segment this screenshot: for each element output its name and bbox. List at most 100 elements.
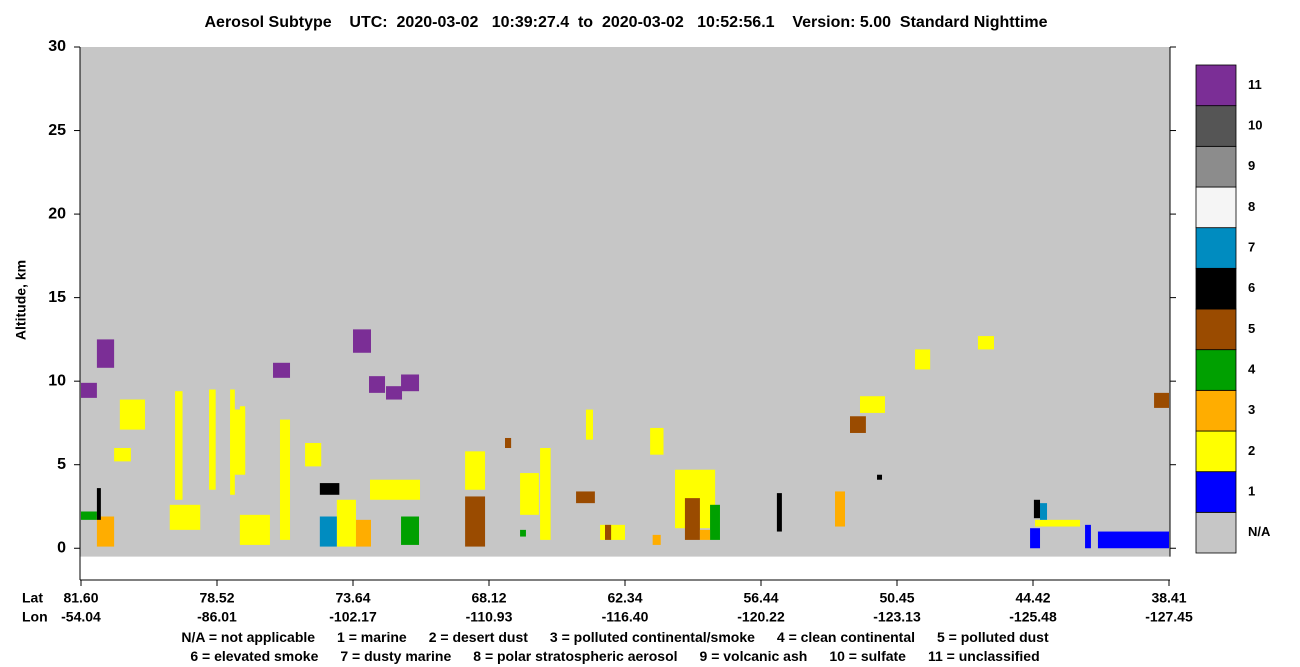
colorbar-label: N/A: [1248, 524, 1271, 539]
aerosol-region: [850, 416, 866, 433]
aerosol-region: [1030, 528, 1041, 549]
colorbar-label: 5: [1248, 321, 1255, 336]
legend-entry: 4 = clean continental: [777, 629, 915, 645]
aerosol-region: [835, 491, 846, 527]
aerosol-region: [699, 529, 711, 540]
aerosol-region: [1035, 519, 1081, 527]
aerosol-region: [505, 437, 512, 449]
legend-entry: 10 = sulfate: [829, 648, 906, 664]
colorbar-swatch: [1195, 389, 1237, 432]
aerosol-region: [169, 504, 201, 530]
lon-tick-label: -123.13: [873, 609, 921, 625]
colorbar-swatch: [1195, 186, 1237, 229]
legend-line: 6 = elevated smoke 7 = dusty marine 8 = po…: [190, 648, 1039, 664]
aerosol-region: [977, 336, 994, 350]
colorbar-label: 11: [1248, 77, 1262, 92]
colorbar-label: 4: [1248, 361, 1256, 376]
aerosol-region: [96, 488, 101, 520]
lon-tick-label: -127.45: [1145, 609, 1193, 625]
aerosol-region: [305, 442, 322, 467]
lon-tick-label: -102.17: [329, 609, 377, 625]
aerosol-region: [279, 419, 291, 540]
aerosol-region: [585, 409, 593, 440]
aerosol-region: [877, 474, 883, 480]
y-axis-label: Altitude, km: [13, 260, 29, 340]
aerosol-region: [859, 396, 885, 413]
aerosol-region: [401, 516, 420, 545]
aerosol-region: [576, 491, 595, 504]
aerosol-region: [1154, 392, 1169, 408]
aerosol-region: [520, 529, 526, 537]
lon-tick-label: -120.22: [737, 609, 785, 625]
legend-entry: 1 = marine: [337, 629, 407, 645]
aerosol-region: [230, 409, 246, 475]
aerosol-region: [684, 498, 700, 540]
x-tick-label: 81.60: [63, 590, 98, 606]
legend-entry: 6 = elevated smoke: [190, 648, 318, 664]
aerosol-region: [605, 524, 612, 540]
aerosol-region: [1097, 531, 1169, 549]
x-tick-label: 68.12: [471, 590, 506, 606]
colorbar-swatch: [1195, 511, 1237, 554]
x-tick-label: 44.42: [1015, 590, 1050, 606]
aerosol-region: [776, 493, 782, 532]
x-tick-label: 50.45: [879, 590, 914, 606]
colorbar-label: 9: [1248, 158, 1255, 173]
legend-entry: 2 = desert dust: [429, 629, 529, 645]
y-tick-label: 15: [48, 289, 66, 306]
y-tick-label: 0: [57, 539, 66, 556]
colorbar-swatch: [1195, 430, 1237, 473]
aerosol-region: [119, 399, 146, 430]
aerosol-region: [401, 374, 420, 392]
aerosol-region: [710, 504, 720, 540]
chart-title: Aerosol Subtype UTC: 2020-03-02 10:39:27…: [205, 14, 1048, 31]
legend-line: N/A = not applicable 1 = marine 2 = desert…: [181, 629, 1049, 645]
aerosol-region: [915, 349, 931, 370]
colorbar-swatch: [1195, 64, 1237, 107]
colorbar-label: 3: [1248, 402, 1255, 417]
legend-entry: 7 = dusty marine: [340, 648, 451, 664]
colorbar-label: 8: [1248, 199, 1255, 214]
colorbar-label: 6: [1248, 280, 1255, 295]
legend-entry: 5 = polluted dust: [937, 629, 1049, 645]
aerosol-region: [600, 524, 625, 540]
aerosol-region: [540, 448, 551, 540]
x-tick-label: 73.64: [335, 590, 370, 606]
colorbar-label: 7: [1248, 239, 1255, 254]
aerosol-region: [239, 514, 270, 545]
colorbar-label: 1: [1248, 483, 1255, 498]
aerosol-region: [353, 329, 371, 353]
aerosol-region: [209, 389, 216, 490]
aerosol-region: [520, 473, 539, 515]
y-tick-label: 20: [48, 205, 66, 222]
lat-row-label: Lat: [22, 590, 43, 606]
colorbar-label: 10: [1248, 117, 1262, 132]
colorbar-swatch: [1195, 471, 1237, 513]
aerosol-region: [96, 339, 115, 368]
lon-tick-label: -54.04: [61, 609, 101, 625]
y-tick-label: 10: [48, 372, 66, 389]
aerosol-region: [319, 483, 340, 495]
aerosol-region: [336, 499, 356, 547]
colorbar-swatch: [1195, 349, 1237, 391]
colorbar-swatch: [1195, 227, 1237, 269]
aerosol-region: [175, 391, 183, 500]
aerosol-region: [96, 516, 115, 547]
colorbar-swatch: [1195, 145, 1237, 188]
lon-row-label: Lon: [22, 609, 48, 625]
aerosol-region: [1040, 503, 1048, 520]
lon-tick-label: -86.01: [197, 609, 237, 625]
aerosol-region: [650, 427, 664, 455]
colorbar-swatch: [1195, 308, 1237, 351]
aerosol-region: [369, 376, 386, 393]
colorbar-swatch: [1195, 267, 1237, 310]
aerosol-region: [319, 516, 337, 547]
lon-tick-label: -125.48: [1009, 609, 1057, 625]
x-tick-label: 38.41: [1151, 590, 1186, 606]
aerosol-region: [355, 519, 371, 547]
legend-entry: 8 = polar stratospheric aerosol: [473, 648, 677, 664]
lon-tick-label: -116.40: [602, 609, 649, 625]
aerosol-region: [81, 511, 97, 520]
aerosol-region: [652, 534, 661, 545]
